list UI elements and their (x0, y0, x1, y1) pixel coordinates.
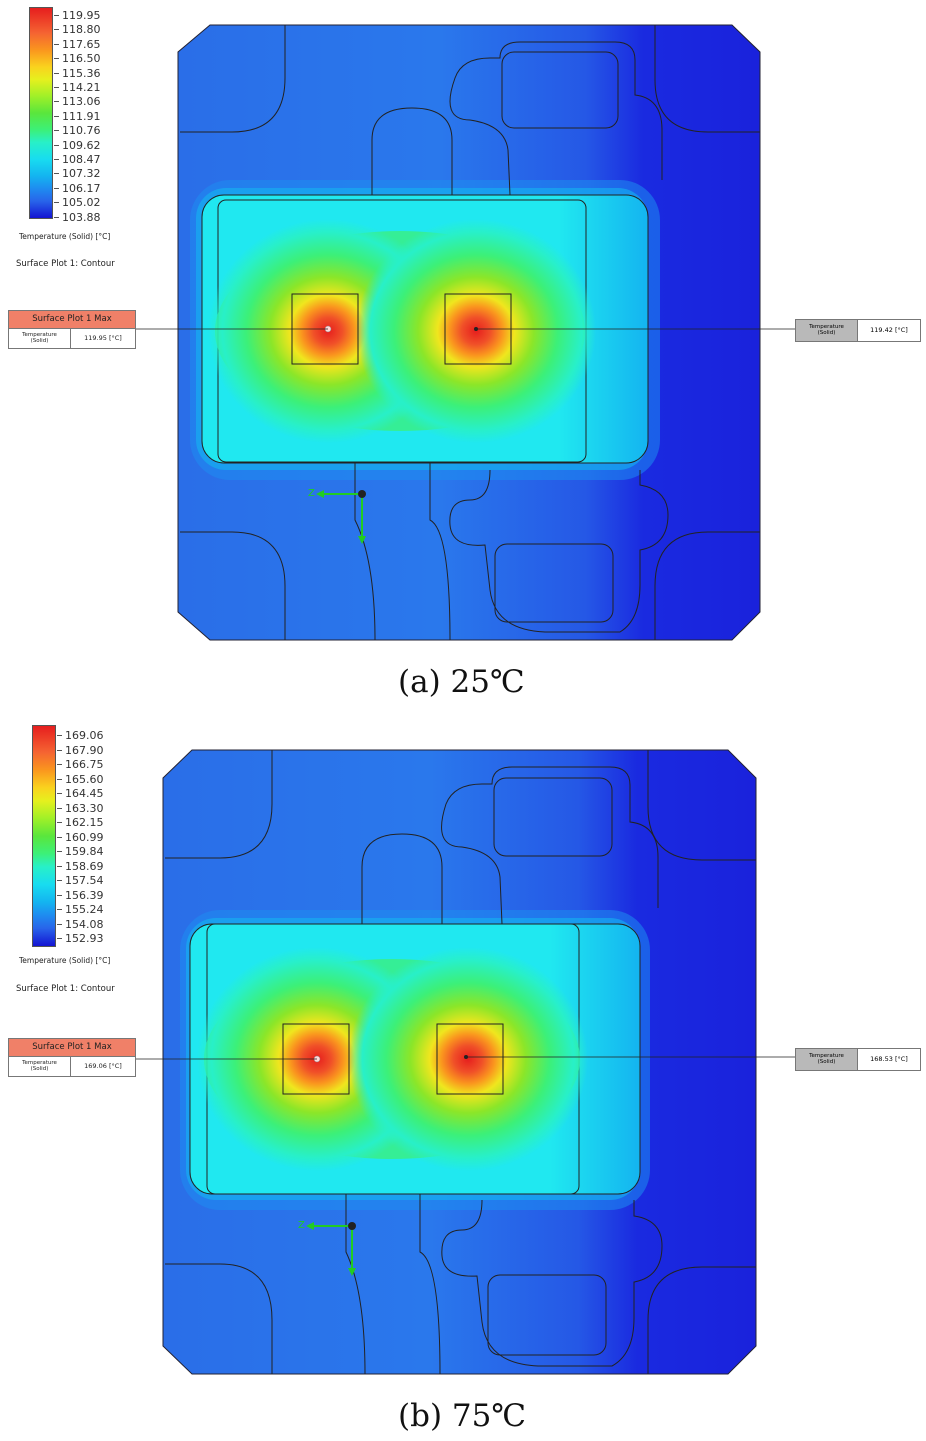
legend-tick: 113.06 (54, 95, 101, 109)
legend-tick: 114.21 (54, 81, 101, 94)
legend-title: Temperature (Solid) [°C] (19, 232, 111, 241)
legend-tick: 157.54 (57, 874, 104, 887)
legend-tick: 154.08 (57, 917, 104, 931)
max-probe-value: 119.95 [°C] (84, 334, 122, 342)
legend-tick: 169.06 (57, 729, 104, 742)
legend-tick: 116.50 (54, 52, 101, 66)
right-probe-value: 168.53 [°C] (870, 1055, 908, 1063)
legend-title: Temperature (Solid) [°C] (19, 956, 111, 965)
legend-tick: 163.30 (57, 801, 104, 815)
plot-name: Surface Plot 1: Contour (16, 259, 115, 269)
axis-z-label: Z (308, 488, 315, 499)
right-probe-value: 119.42 [°C] (870, 326, 908, 334)
legend-tick: 159.84 (57, 845, 104, 858)
legend-tick: 109.62 (54, 138, 101, 152)
legend-tick: 119.95 (54, 9, 101, 22)
legend-tick: 158.69 (57, 859, 104, 873)
panel-b: 169.06 167.90 166.75 165.60 164.45 163.3… (0, 722, 926, 1441)
color-legend-bar (29, 7, 53, 219)
contour-plot-a (135, 24, 795, 641)
axis-z-label: Z (298, 1220, 305, 1231)
max-probe-param: Temperature (Solid) (9, 329, 71, 348)
legend-tick: 165.60 (57, 772, 104, 786)
max-probe-label: Surface Plot 1 Max Temperature (Solid) 11… (8, 310, 136, 349)
panel-a: 119.95 118.80 117.65 116.50 115.36 114.2… (0, 0, 926, 720)
legend-tick: 155.24 (57, 903, 104, 916)
right-probe-param: Temperature (Solid) (796, 1049, 858, 1070)
max-probe-param: Temperature (Solid) (9, 1057, 71, 1076)
legend-tick: 118.80 (54, 23, 101, 37)
contour-plot-b (135, 749, 795, 1375)
legend-tick: 110.76 (54, 124, 101, 138)
caption-b: (b) 75℃ (398, 1398, 527, 1434)
legend-tick: 166.75 (57, 758, 104, 771)
caption-a: (a) 25℃ (398, 664, 525, 700)
plot-name: Surface Plot 1: Contour (16, 984, 115, 994)
legend-tick: 160.99 (57, 830, 104, 844)
heat-source-right (436, 1023, 504, 1095)
legend-tick: 111.91 (54, 109, 101, 123)
legend-tick: 108.47 (54, 153, 101, 166)
legend-tick: 164.45 (57, 787, 104, 800)
legend-tick: 105.02 (54, 196, 101, 210)
legend-tick: 162.15 (57, 816, 104, 829)
max-probe-label: Surface Plot 1 Max Temperature (Solid) 16… (8, 1038, 136, 1077)
legend-tick: 156.39 (57, 888, 104, 902)
legend-tick: 106.17 (54, 181, 101, 195)
max-probe-value: 169.06 [°C] (84, 1062, 122, 1070)
right-probe-param: Temperature (Solid) (796, 320, 858, 341)
legend-tick: 152.93 (57, 932, 104, 945)
max-probe-header: Surface Plot 1 Max (9, 1039, 135, 1057)
legend-tick: 107.32 (54, 167, 101, 181)
legend-tick: 115.36 (54, 66, 101, 80)
max-probe-header: Surface Plot 1 Max (9, 311, 135, 329)
legend-tick: 103.88 (54, 210, 101, 224)
right-probe-label: Temperature (Solid) 168.53 [°C] (795, 1048, 921, 1071)
right-probe-label: Temperature (Solid) 119.42 [°C] (795, 319, 921, 342)
legend-tick: 117.65 (54, 37, 101, 51)
legend-tick: 167.90 (57, 743, 104, 757)
color-legend-bar (32, 725, 56, 947)
